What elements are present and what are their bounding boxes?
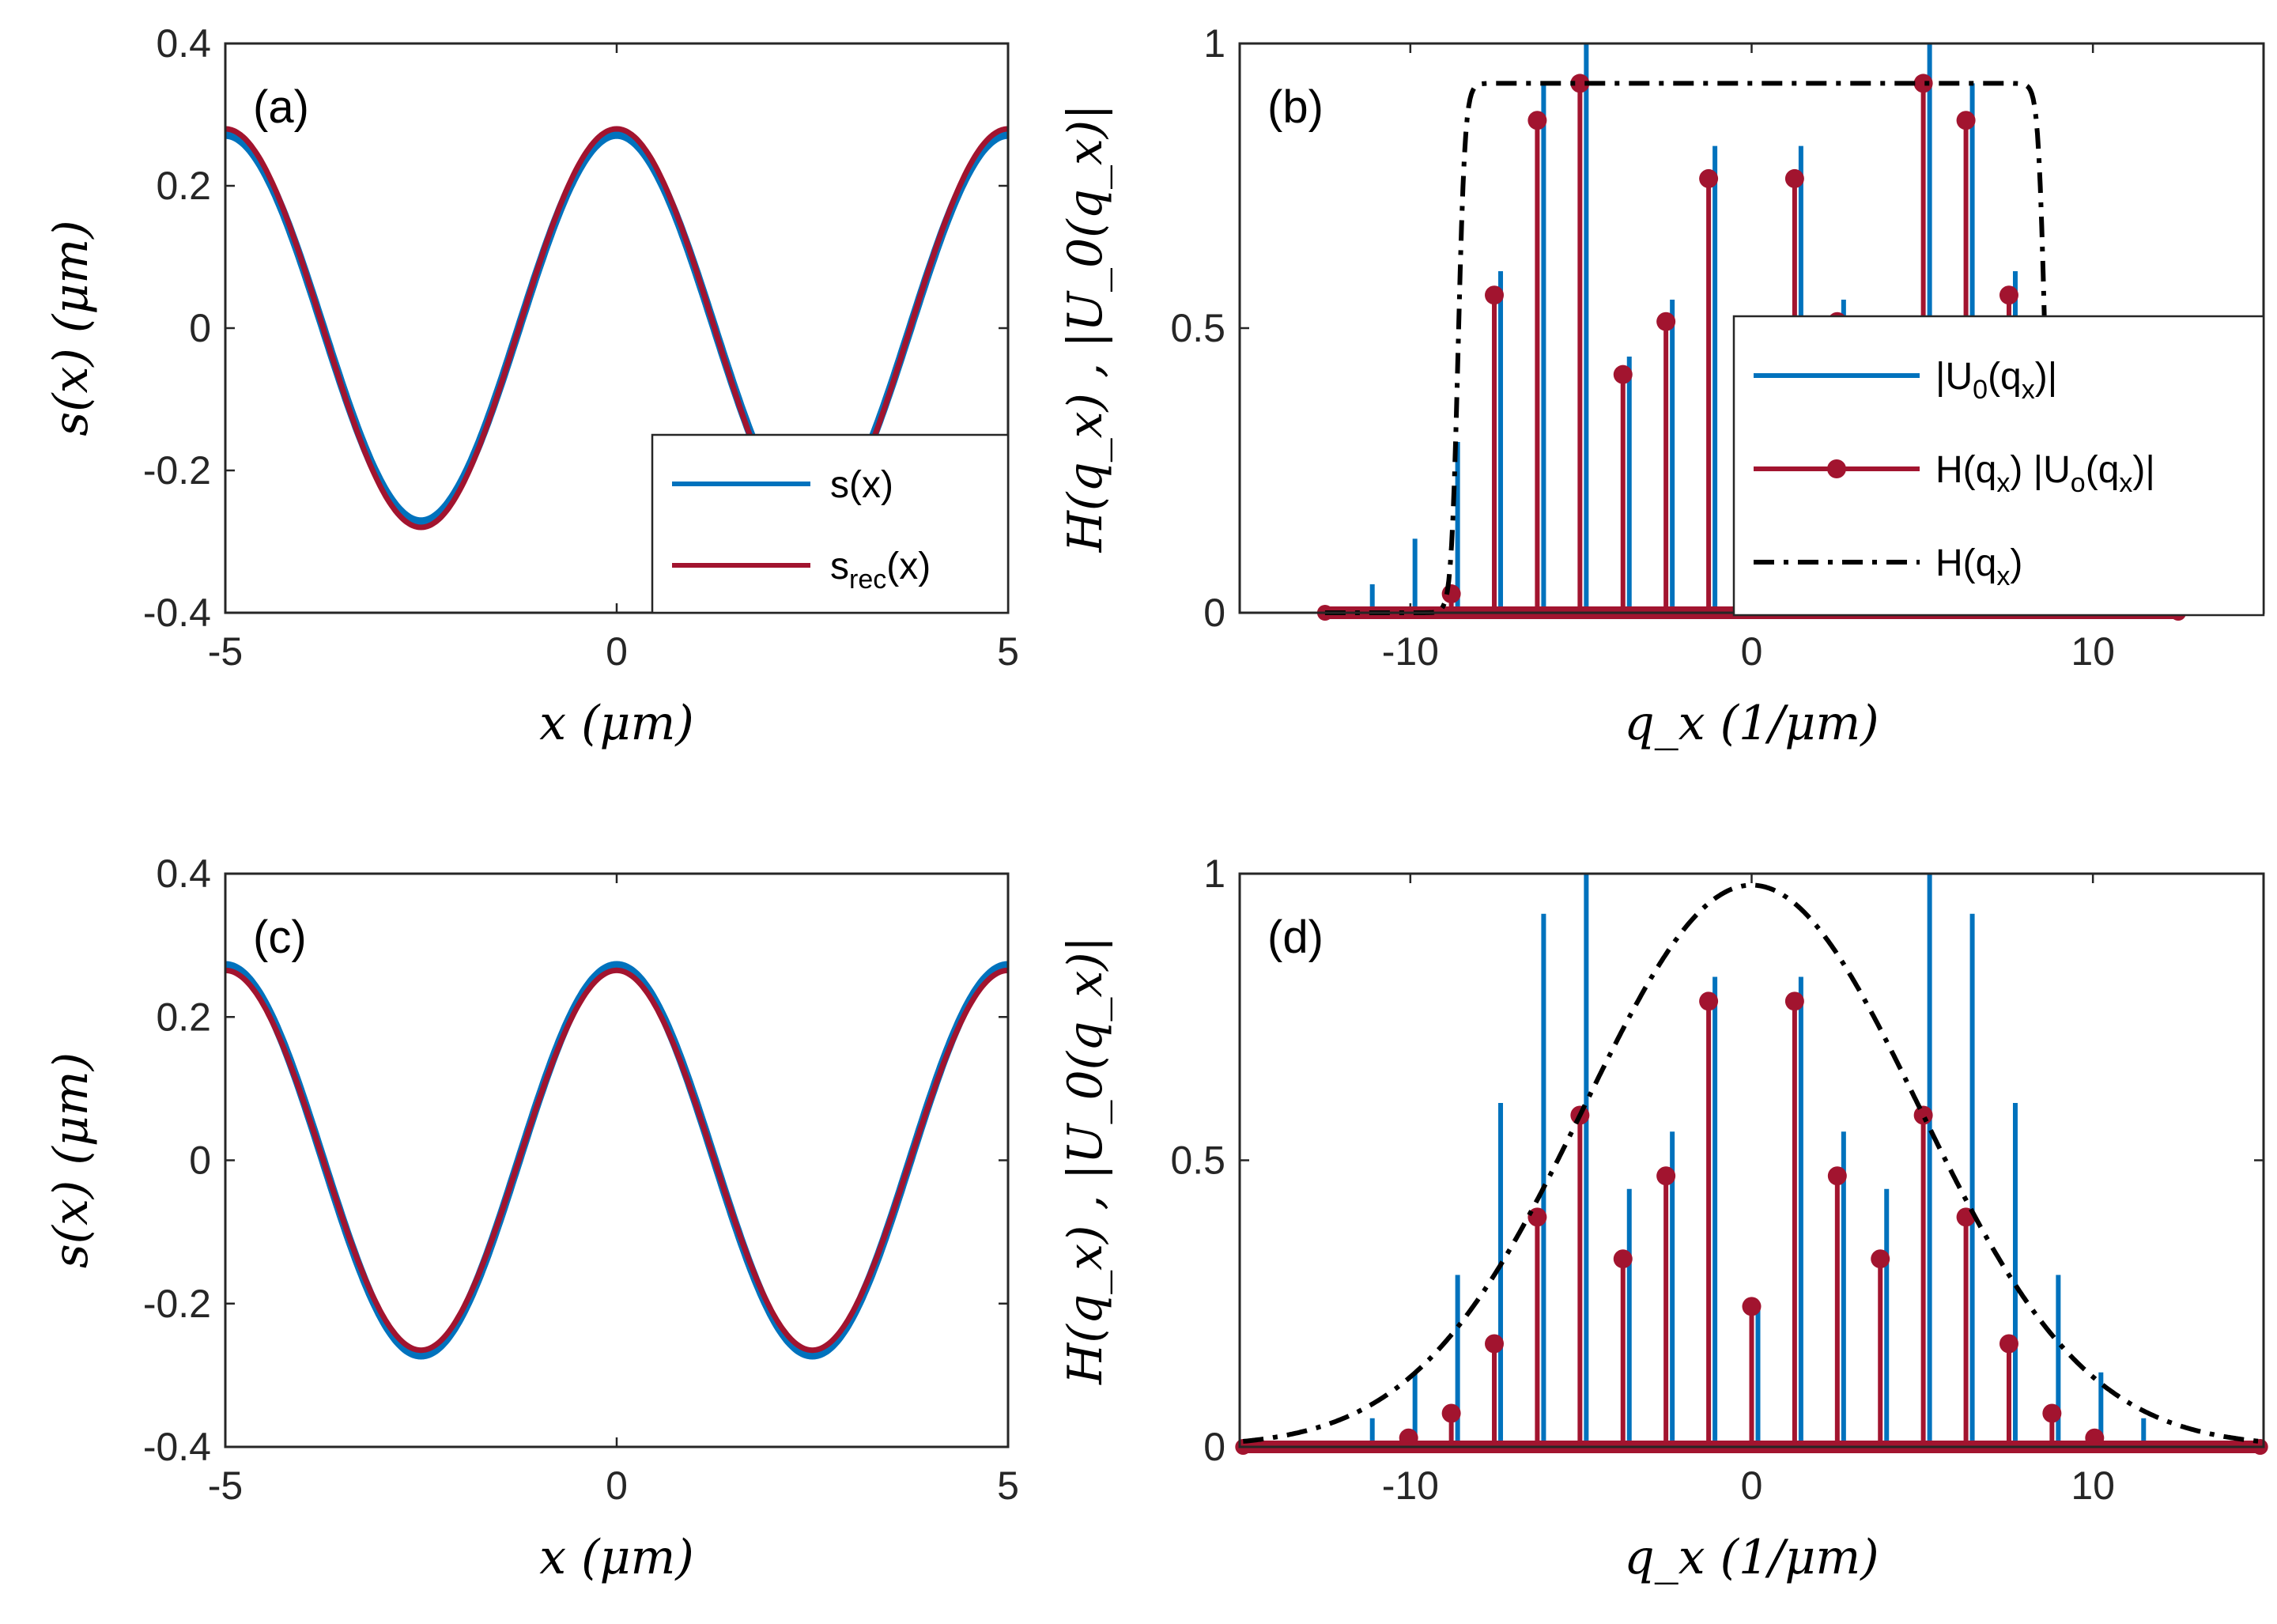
y-tick-label: 0.5 [1170,306,1225,350]
series-line-1 [225,126,1009,531]
y-tick-label: -0.4 [143,591,211,635]
x-axis-label: x (μm) [539,696,694,751]
y-axis-label: H(q_x) , |U_0(q_x)| [1058,936,1113,1385]
panel-b: -10 0 10 0 0.5 1 q_x (1/μm) H(q_x) , |U_0(q_x)|… [1058,21,2265,751]
y-axis-label: H(q_x) , |U_0(q_x)| [1058,104,1113,553]
y-tick-label: -0.2 [143,1282,211,1326]
filtered-marker [1527,111,1547,130]
filtered-marker [1441,1403,1461,1423]
panel-a: -5 0 5 -0.4 -0.2 0 0.2 0.4 x (μm) s(x) (μm) (a) s(x… [43,21,1019,751]
x-tick-label: -10 [1382,629,1439,674]
y-tick-label: 1 [1203,852,1225,896]
legend-entry: H(qx) [1935,542,2022,591]
legend-marker [1827,459,1846,478]
filtered-marker [1656,1166,1676,1186]
filtered-marker [1784,168,1804,188]
filtered-marker [1613,364,1633,384]
panel-tag: (a) [253,81,309,133]
filtered-marker [1913,74,1933,93]
axes-frame [1238,872,2265,1448]
y-axis-label: s(x) (μm) [43,1052,99,1268]
y-tick-label: 0 [1203,591,1225,635]
legend-entry: |U0(qx)| [1935,356,2057,405]
filtered-marker [1570,74,1590,93]
y-tick-label: -0.2 [143,448,211,493]
panel-d: -10 0 10 0 0.5 1 q_x (1/μm) H(q_x) , |U_0(q_x)|… [1058,852,2268,1585]
filtered-marker [1613,1249,1633,1269]
x-tick-label: -5 [208,629,243,674]
x-tick-label: 5 [997,629,1019,674]
y-tick-label: 0.5 [1170,1139,1225,1183]
x-tick-label: 0 [1741,1463,1763,1508]
y-tick-label: 0 [189,306,211,350]
axes-frame [224,42,1010,614]
legend: |U0(qx)| H(qx) |Uo(qx)| H(qx) [1732,315,2265,617]
x-tick-label: 0 [606,629,628,674]
legend-box [651,433,1010,614]
filtered-marker [1956,111,1976,130]
filtered-marker [1999,285,2018,305]
x-tick-label: -10 [1382,1463,1439,1508]
filtered-marker [1699,991,1719,1011]
filtered-marker [1871,1249,1890,1269]
panel-tag: (d) [1267,912,1324,963]
filtered-marker [1656,312,1676,331]
x-axis-label: q_x (1/μm) [1624,1530,1879,1585]
x-tick-label: -5 [208,1463,243,1508]
y-tick-label: 0.2 [156,164,211,208]
x-tick-label: 0 [606,1463,628,1508]
panel-c: -5 0 5 -0.4 -0.2 0 0.2 0.4 x (μm) s(x) (μm) (c) [43,852,1019,1585]
legend-box [1732,315,2265,617]
y-axis-label: s(x) (μm) [43,220,99,436]
y-tick-label: 0.4 [156,852,211,896]
series-line-1 [225,967,1009,1354]
y-tick-label: 1 [1203,21,1225,66]
filtered-marker [1742,1297,1762,1316]
x-tick-label: 0 [1741,629,1763,674]
x-tick-label: 10 [2071,629,2115,674]
filter-curve [1324,81,2179,615]
legend: s(x) srec(x) [651,433,1010,614]
filtered-marker [1913,1105,1933,1125]
panel-tag: (c) [253,912,307,963]
panel-tag: (b) [1267,81,1324,133]
filtered-marker [1999,1334,2018,1354]
filtered-marker [1527,1207,1547,1227]
filtered-marker [2085,1428,2105,1448]
x-tick-label: 5 [997,1463,1019,1508]
legend-entry: srec(x) [830,546,931,595]
filtered-marker [1699,168,1719,188]
y-tick-label: 0 [1203,1425,1225,1469]
filtered-marker [1784,991,1804,1011]
filtered-marker [1485,285,1505,305]
axes-frame [224,872,1010,1448]
y-tick-label: -0.4 [143,1425,211,1469]
plot-area [225,874,1008,1447]
legend-entry: s(x) [830,464,893,506]
x-axis-label: x (μm) [539,1530,694,1585]
filtered-marker [2042,1403,2062,1423]
y-tick-label: 0 [189,1139,211,1183]
y-tick-label: 0.2 [156,995,211,1039]
filtered-marker [1485,1334,1505,1354]
x-tick-label: 10 [2071,1463,2115,1508]
filtered-marker [1827,1166,1847,1186]
x-axis-label: q_x (1/μm) [1624,696,1879,751]
legend-entry: H(qx) |Uo(qx)| [1935,449,2155,498]
filtered-marker [1399,1428,1418,1448]
y-tick-label: 0.4 [156,21,211,66]
filter-curve [1243,882,2260,1444]
